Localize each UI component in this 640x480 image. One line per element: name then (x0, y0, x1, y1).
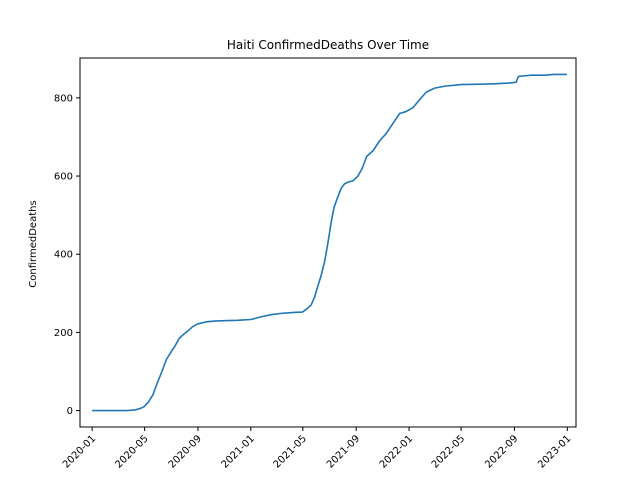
y-axis-label: ConfirmedDeaths (28, 200, 39, 287)
y-axis: 0 200 400 600 800 (54, 93, 80, 417)
y-tick-label: 800 (54, 93, 73, 104)
series-layer (92, 73, 567, 412)
y-tick-label: 600 (54, 172, 73, 183)
chart-title: Haiti ConfirmedDeaths Over Time (227, 38, 429, 52)
series-line-0 (92, 73, 567, 412)
plot-frame (79, 57, 577, 428)
y-tick-label: 0 (67, 406, 73, 417)
y-tick-label: 200 (54, 328, 73, 339)
y-tick-label: 400 (54, 250, 73, 261)
